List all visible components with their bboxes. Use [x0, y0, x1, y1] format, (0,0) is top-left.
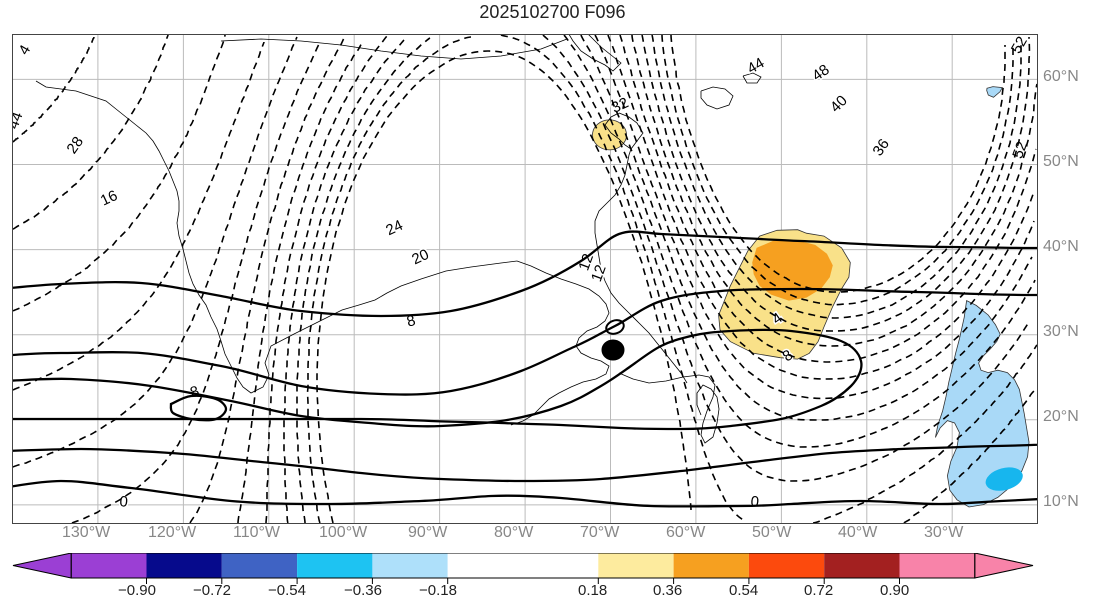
svg-text:40: 40: [827, 92, 851, 116]
svg-text:52: 52: [1008, 35, 1031, 57]
svg-text:24: 24: [383, 217, 405, 239]
svg-text:0: 0: [750, 493, 760, 511]
svg-text:36: 36: [869, 136, 892, 159]
svg-text:32: 32: [609, 94, 631, 116]
svg-text:48: 48: [809, 61, 832, 84]
svg-text:28: 28: [64, 134, 87, 157]
svg-text:44: 44: [744, 54, 767, 77]
svg-text:44: 44: [13, 110, 26, 131]
svg-text:4: 4: [15, 42, 34, 58]
svg-text:16: 16: [98, 187, 120, 209]
